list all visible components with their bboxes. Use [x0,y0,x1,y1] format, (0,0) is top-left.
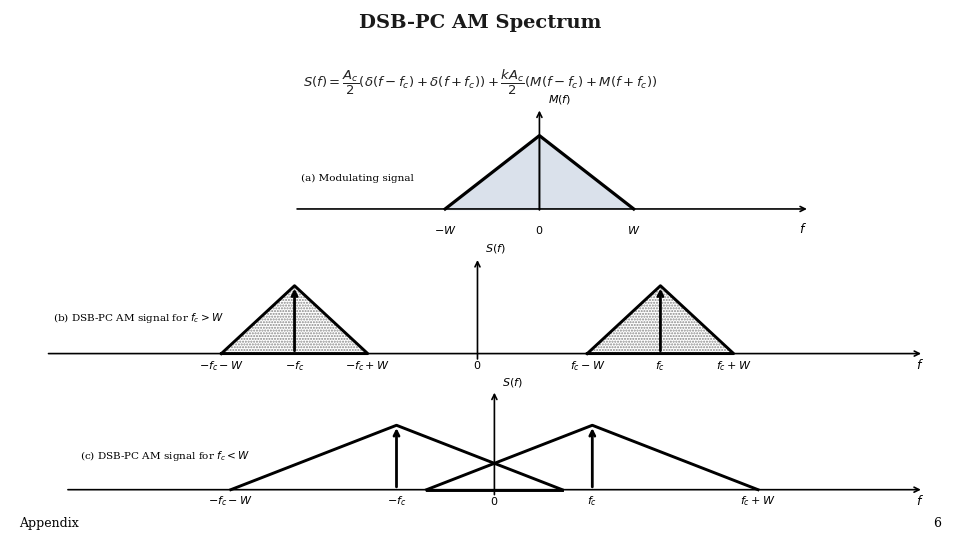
Text: (c) DSB-PC AM signal for $f_c < W$: (c) DSB-PC AM signal for $f_c < W$ [81,449,250,463]
Text: $S(f) = \dfrac{A_c}{2}\left(\delta(f - f_c) + \delta(f + f_c)\right) + \dfrac{kA: $S(f) = \dfrac{A_c}{2}\left(\delta(f - f… [302,68,658,97]
Text: $-f_c-W$: $-f_c-W$ [208,495,253,508]
Text: $-f_c$: $-f_c$ [387,495,406,508]
Text: Appendix: Appendix [19,517,79,530]
Polygon shape [445,136,540,209]
Text: $-f_c$: $-f_c$ [285,359,304,373]
Text: $f$: $f$ [800,222,807,236]
Text: $S(f)$: $S(f)$ [502,375,522,389]
Text: $0$: $0$ [473,359,482,371]
Text: $S(f)$: $S(f)$ [485,242,506,255]
Text: $W$: $W$ [627,224,640,235]
Polygon shape [588,286,733,354]
Text: (a) Modulating signal: (a) Modulating signal [300,173,414,183]
Text: $0$: $0$ [491,495,498,507]
Text: $f$: $f$ [916,358,924,372]
Text: $f$: $f$ [916,494,924,508]
Text: 6: 6 [933,517,941,530]
Text: DSB-PC AM Spectrum: DSB-PC AM Spectrum [359,14,601,31]
Text: $0$: $0$ [536,224,543,235]
Text: $-f_c+W$: $-f_c+W$ [346,359,390,373]
Polygon shape [222,286,368,354]
Text: (b) DSB-PC AM signal for $f_c > W$: (b) DSB-PC AM signal for $f_c > W$ [53,311,224,325]
Text: $-W$: $-W$ [434,224,456,235]
Text: $f_c+W$: $f_c+W$ [716,359,752,373]
Text: $f_c-W$: $f_c-W$ [569,359,605,373]
Text: $f_c$: $f_c$ [588,495,597,508]
Text: $-f_c-W$: $-f_c-W$ [199,359,244,373]
Polygon shape [540,136,634,209]
Text: $f_c$: $f_c$ [656,359,665,373]
Text: $M(f)$: $M(f)$ [548,93,571,106]
Text: $f_c+W$: $f_c+W$ [740,495,776,508]
